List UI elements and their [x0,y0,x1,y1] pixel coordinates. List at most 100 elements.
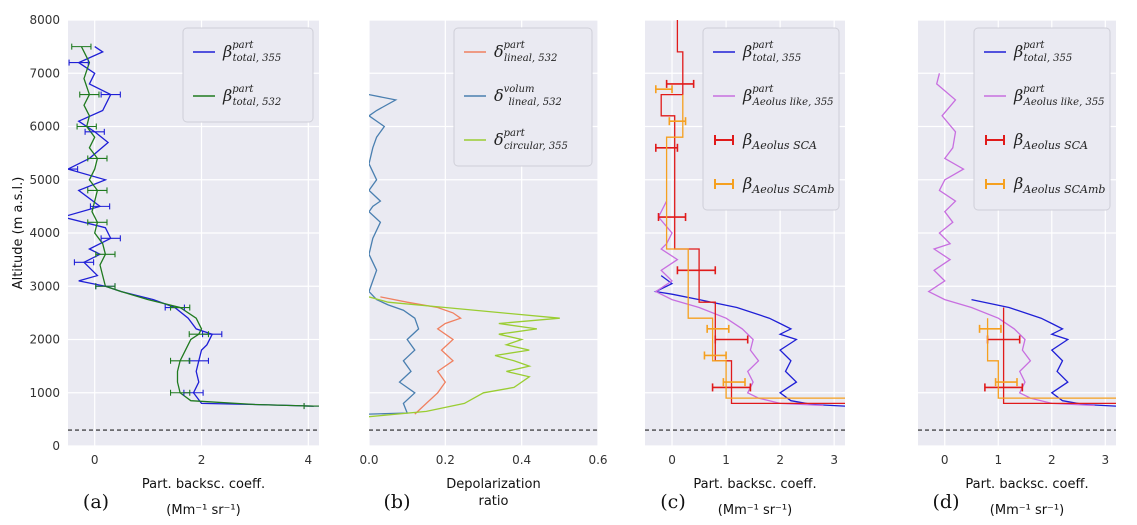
error-bar-point [71,43,92,50]
error-bar-point [676,266,717,275]
error-bar-point [994,378,1018,387]
error-bar-point [95,283,116,290]
x-tick-label: 3 [1101,453,1109,467]
series-line-2 [927,73,1095,407]
series-line-1 [653,275,845,407]
y-tick-label: 4000 [29,226,60,240]
legend-entry-label: βpart Aeolus like, 355 [742,84,834,108]
legend-entry-label: δpart lineal, 532 [494,40,557,64]
series-line-2 [369,93,420,415]
error-bar-point [68,59,89,66]
legend-entry-label: βAeolus SCAmb [742,174,834,196]
panel-c: 0 1 2 3 βpart total, 355 βpart Aeolus like, 355… [645,19,845,518]
error-bar-point [68,166,79,173]
legend-entry-label: βAeolus SCA [742,130,817,152]
error-bar-point [87,219,108,226]
y-tick-label: 7000 [29,66,60,80]
error-bar-point [89,203,111,210]
x-tick-label: 0.6 [588,453,607,467]
x-axis-label: Part. backsc. coeff. [965,477,1088,492]
y-tick-label: 3000 [29,279,60,293]
error-bar-point [714,335,749,344]
legend-box [702,27,840,211]
y-tick-label: 2000 [29,333,60,347]
x-tick-label: 1 [994,453,1002,467]
panel-d: 0 1 2 3 βpart total, 355 βpart Aeolus like, 355… [918,19,1116,518]
panel-b: 0.0 0.2 0.4 0.6 δpart lineal, 532 δvolum lineal… [359,19,608,513]
legend-entry-label: δpart circular, 355 [494,128,568,152]
legend-entry-label: βpart total, 355 [742,40,801,64]
x-tick-label: 2 [1048,453,1056,467]
y-tick-label: 1000 [29,386,60,400]
legend-entry-label: βAeolus SCAmb [1013,174,1105,196]
x-tick-label: 3 [830,453,838,467]
error-bar-point [722,378,746,387]
x-tick-label: 4 [304,453,312,467]
x-axis-label: Part. backsc. coeff. [142,477,265,492]
x-tick-label: 0.2 [436,453,455,467]
x-tick-label: 1 [722,453,730,467]
error-bar-point [655,85,673,94]
error-bar-point [703,351,727,360]
x-tick-label: 0 [91,453,99,467]
error-bar-point [95,251,116,258]
legend: βpart total, 355 βpart Aeolus like, 355 βAeo… [973,27,1111,211]
y-tick-label: 5000 [29,173,60,187]
legend-entry-label: βpart total, 532 [222,84,281,108]
legend-entry-label: βpart total, 355 [222,40,281,64]
error-bar-point [169,357,191,364]
x-tick-label: 0 [668,453,676,467]
legend-box [973,27,1111,211]
error-bar-point [665,79,695,88]
x-tick-label: 0 [941,453,949,467]
y-tick-label: 6000 [29,120,60,134]
error-bar-point [87,155,108,162]
x-axis-unit: (Mm⁻¹ sr⁻¹) [166,503,240,518]
series-line-4 [986,318,1116,399]
legend: βpart total, 355 βpart total, 532 [182,27,314,123]
x-axis-unit: (Mm⁻¹ sr⁻¹) [990,503,1064,518]
error-bar-point [711,383,752,392]
legend-box [182,27,314,123]
panel-label: (d) [933,491,960,513]
legend-entry-label: βpart total, 355 [1013,40,1072,64]
x-tick-label: 0.0 [359,453,378,467]
panel-label: (a) [83,491,109,513]
plot-area [369,93,598,431]
x-axis-label: Part. backsc. coeff. [693,477,816,492]
error-bar-point [657,213,687,222]
plot-area [645,20,845,431]
error-bar-point [706,324,730,333]
error-bar-point [984,383,1024,392]
error-bar-point [188,331,210,338]
x-axis-label: Depolarization [446,477,540,492]
error-bar-point [978,324,1002,333]
y-tick-label: 8000 [29,13,60,27]
panel-label: (c) [660,491,685,513]
x-axis-unit: (Mm⁻¹ sr⁻¹) [718,503,792,518]
x-tick-label: 0.4 [512,453,531,467]
error-bar-point [87,187,108,194]
legend-entry-label: βAeolus SCA [1013,130,1088,152]
error-bar-point [100,91,121,98]
legend: βpart total, 355 βpart Aeolus like, 355 βAeo… [702,27,840,211]
panel-label: (b) [384,491,411,513]
error-bar-point [76,123,97,130]
error-bar-point [303,403,319,410]
legend-entry-label: δvolum lineal, 532 [494,84,562,108]
error-bar-point [668,117,687,126]
plot-area [68,43,319,431]
series-line-3 [369,296,560,418]
legend-entry-label: βpart Aeolus like, 355 [1013,84,1105,108]
x-tick-label: 2 [776,453,784,467]
error-bar-point [79,91,100,98]
y-tick-label: 0 [52,439,60,453]
y-axis-label: Altitude (m a.s.l.) [11,177,26,290]
series-line-1 [380,296,463,415]
panel-a: 0 2 4 0 1000 2000 3000 4000 5000 6000 7000 8000 Alti… [11,13,319,518]
error-bar-point [84,128,105,135]
legend-box [453,27,593,167]
plot-area [918,73,1116,431]
series-line-4 [665,94,845,399]
